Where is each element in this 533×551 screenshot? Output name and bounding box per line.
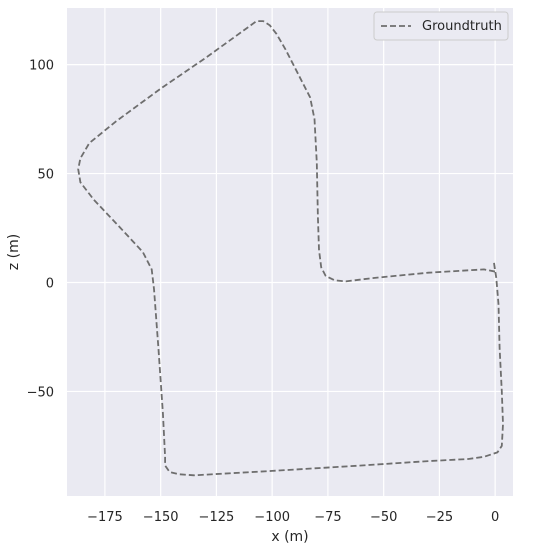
x-tick-label: −150 bbox=[143, 510, 179, 525]
legend-box bbox=[373, 11, 509, 41]
legend: Groundtruth bbox=[373, 11, 509, 41]
x-axis-label: x (m) bbox=[271, 529, 308, 545]
x-tick-label: −50 bbox=[370, 510, 397, 525]
y-tick-label: 100 bbox=[29, 59, 54, 74]
x-tick-label: −25 bbox=[426, 510, 453, 525]
y-tick-label: −50 bbox=[27, 385, 54, 400]
grid-lines bbox=[67, 8, 513, 496]
plot-background bbox=[67, 8, 513, 496]
legend-label: Groundtruth bbox=[422, 19, 502, 34]
series-layer bbox=[77, 20, 504, 477]
x-tick-label: 0 bbox=[491, 510, 499, 525]
x-tick-label: −125 bbox=[199, 510, 235, 525]
groundtruth-trajectory-line bbox=[77, 20, 504, 477]
x-tick-labels: −175 −150 −125 −100 −75 −50 −25 0 bbox=[87, 510, 499, 525]
y-axis-label: z (m) bbox=[6, 234, 22, 270]
y-tick-label: 0 bbox=[46, 277, 54, 292]
y-tick-label: 50 bbox=[37, 168, 54, 183]
y-tick-labels: −50 0 50 100 bbox=[27, 59, 54, 401]
x-tick-label: −75 bbox=[314, 510, 341, 525]
x-tick-label: −100 bbox=[254, 510, 290, 525]
x-tick-label: −175 bbox=[87, 510, 123, 525]
